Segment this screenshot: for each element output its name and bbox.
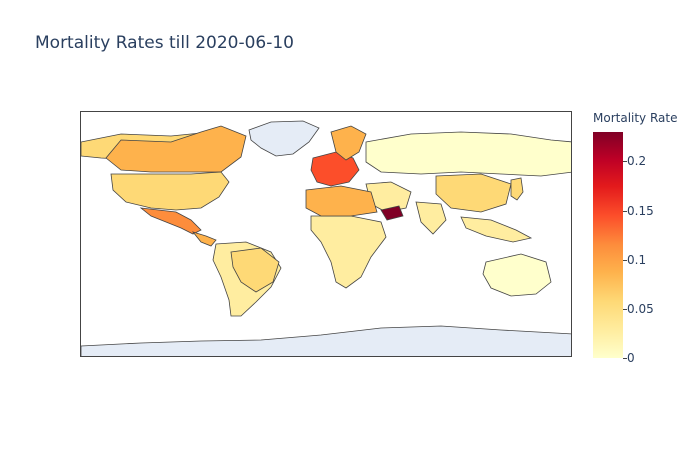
colorbar	[593, 132, 623, 358]
colorbar-tick-mark	[623, 308, 627, 310]
region-japan[interactable]	[510, 177, 524, 201]
region-mexico[interactable]	[139, 207, 202, 235]
colorbar-tick-label: 0.05	[627, 301, 654, 316]
region-northern-africa[interactable]	[305, 185, 378, 217]
colorbar-tick-label: 0.15	[627, 203, 654, 218]
colorbar-tick-label: 0	[627, 351, 635, 365]
region-india[interactable]	[415, 201, 447, 235]
colorbar-tick-label: 0.2	[627, 154, 647, 169]
colorbar-tick-mark	[623, 259, 627, 261]
region-yemen[interactable]	[380, 205, 404, 221]
colorbar-tick-mark	[623, 161, 627, 163]
choropleth-map[interactable]	[80, 111, 572, 357]
region-western-europe[interactable]	[310, 151, 360, 187]
region-united-states[interactable]	[110, 171, 230, 211]
region-australia[interactable]	[482, 253, 552, 297]
region-china[interactable]	[435, 173, 512, 213]
region-africa[interactable]	[310, 215, 387, 289]
region-greenland[interactable]	[248, 120, 320, 157]
region-russia[interactable]	[365, 131, 572, 177]
region-brazil[interactable]	[230, 247, 280, 293]
region-antarctica[interactable]	[81, 325, 572, 357]
chart-title: Mortality Rates till 2020-06-10	[35, 33, 294, 53]
region-southeast-asia[interactable]	[460, 216, 533, 243]
colorbar-tick-mark	[623, 358, 627, 359]
colorbar-tick-mark	[623, 210, 627, 212]
colorbar-title: Mortality Rate	[593, 111, 678, 125]
world-map-svg	[81, 120, 572, 357]
region-scandinavia[interactable]	[330, 125, 367, 161]
colorbar-tick-label: 0.1	[627, 252, 647, 267]
region-canada[interactable]	[105, 125, 247, 173]
region-central-america[interactable]	[191, 231, 217, 247]
